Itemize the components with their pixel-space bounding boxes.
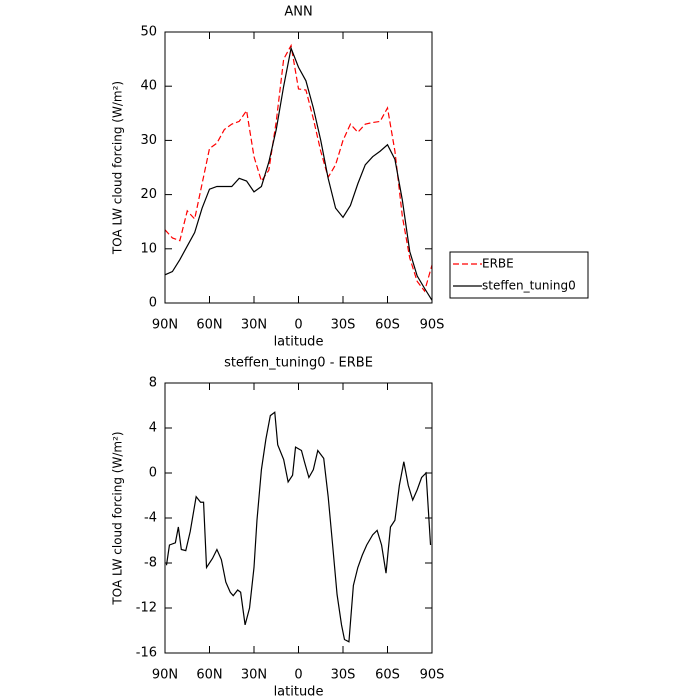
legend-box	[449, 251, 589, 299]
x-tick-label: 90N	[152, 318, 178, 333]
x-tick-label: 90S	[420, 318, 445, 333]
plot-frame	[164, 31, 433, 304]
x-tick-label: 60S	[375, 668, 400, 683]
chart-title: ANN	[284, 5, 312, 20]
chart-title: steffen_tuning0 - ERBE	[224, 356, 373, 371]
x-axis-label: latitude	[274, 685, 324, 700]
y-tick-label: 20	[140, 187, 157, 202]
x-tick-label: 30S	[331, 668, 356, 683]
x-tick-label: 0	[294, 318, 302, 333]
x-tick-label: 90S	[420, 668, 445, 683]
x-tick-label: 60N	[196, 668, 222, 683]
y-tick-label: 30	[140, 133, 157, 148]
x-tick-label: 30N	[241, 318, 267, 333]
legend-label: ERBE	[482, 257, 514, 271]
x-tick-label: 30N	[241, 668, 267, 683]
y-tick-label: -12	[136, 601, 157, 616]
x-tick-label: 30S	[331, 318, 356, 333]
x-tick-label: 60N	[196, 318, 222, 333]
y-axis-label: TOA LW cloud forcing (W/m²)	[111, 431, 125, 605]
data-line	[165, 411, 432, 643]
y-tick-label: 0	[149, 296, 157, 311]
y-tick-label: 10	[140, 241, 157, 256]
x-tick-label: 0	[294, 668, 302, 683]
x-axis-label: latitude	[274, 335, 324, 350]
y-tick-label: 4	[149, 421, 157, 436]
plot-frame	[164, 382, 433, 654]
data-line	[164, 46, 433, 301]
legend-label: steffen_tuning0	[482, 279, 576, 293]
y-tick-label: -8	[144, 556, 157, 571]
y-tick-label: 40	[140, 79, 157, 94]
y-axis-label: TOA LW cloud forcing (W/m²)	[111, 81, 125, 255]
y-tick-label: -16	[136, 646, 157, 661]
y-tick-label: -4	[144, 511, 157, 526]
y-tick-label: 8	[149, 376, 157, 391]
y-tick-label: 50	[140, 25, 157, 40]
data-line	[164, 43, 433, 293]
x-tick-label: 60S	[375, 318, 400, 333]
x-tick-label: 90N	[152, 668, 178, 683]
y-tick-label: 0	[149, 466, 157, 481]
